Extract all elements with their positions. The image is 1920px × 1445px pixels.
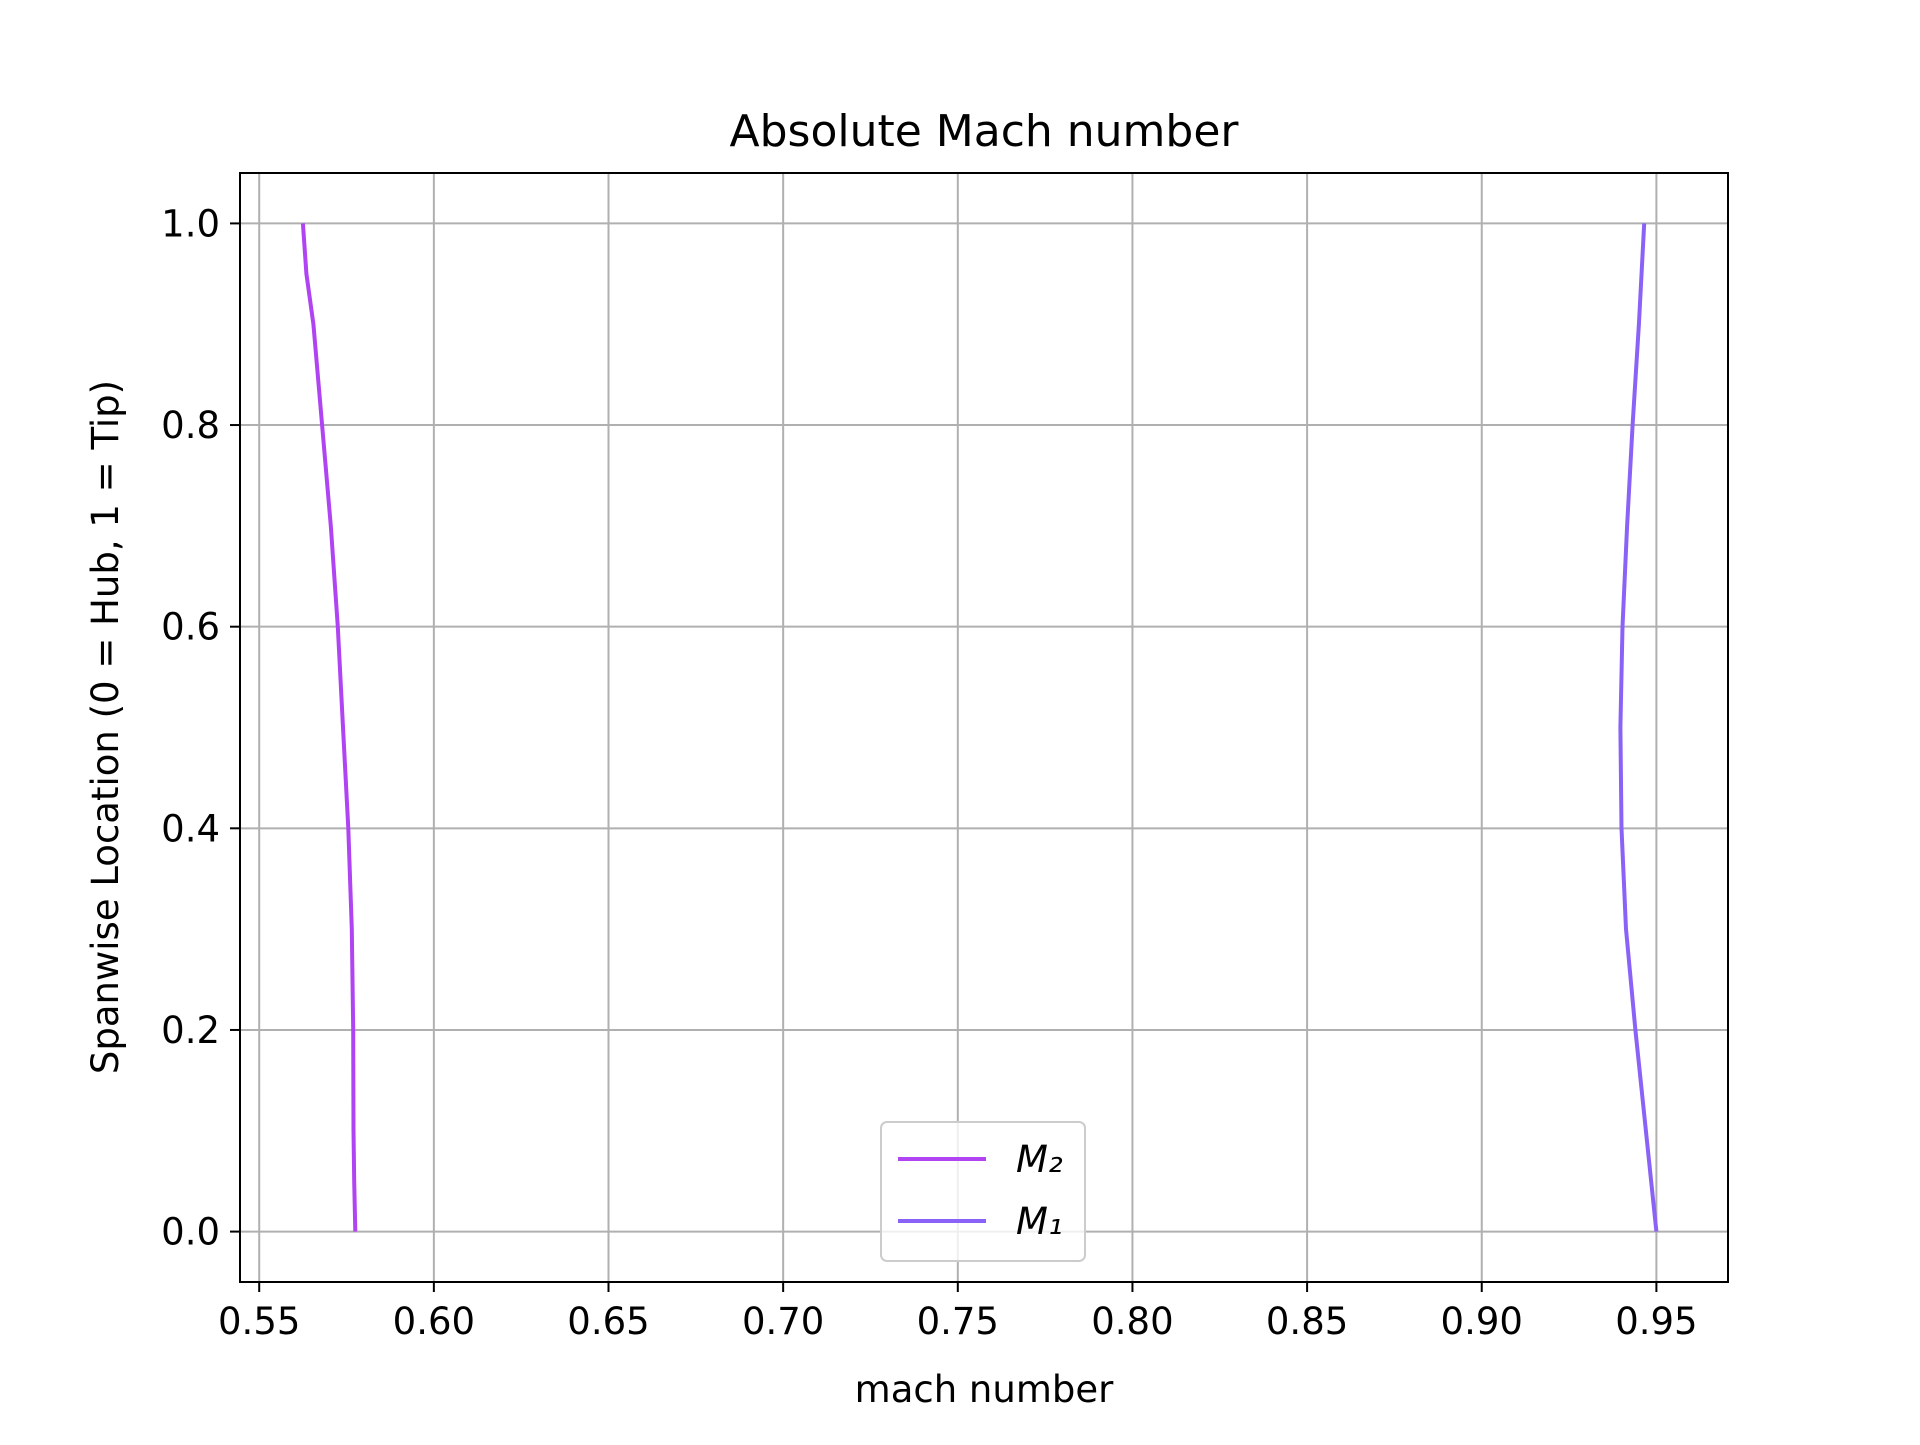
x-tick-label: 0.65 xyxy=(567,1300,649,1343)
series-line-m2 xyxy=(300,223,358,1232)
y-tick-label: 0.4 xyxy=(161,807,220,850)
y-tick-label: 0.2 xyxy=(161,1009,220,1052)
legend-label-m2: M₂ xyxy=(1016,1138,1063,1181)
plot-frame xyxy=(239,172,1729,1283)
x-tick-label: 0.55 xyxy=(218,1300,300,1343)
x-tick-label: 0.75 xyxy=(917,1300,999,1343)
chart-title: Absolute Mach number xyxy=(729,106,1239,157)
x-tick-label: 0.95 xyxy=(1615,1300,1697,1343)
y-tick-label: 0.6 xyxy=(161,606,220,649)
y-tick-label: 0.0 xyxy=(161,1211,220,1254)
series-layer xyxy=(300,223,1659,1232)
series-line-m1 xyxy=(1618,223,1659,1232)
ticks: 0.55 0.60 0.65 0.70 0.75 0.80 0.85 0.90 0.95 0.0 0… xyxy=(161,202,1697,1343)
x-tick-label: 0.80 xyxy=(1091,1300,1173,1343)
x-tick-label: 0.85 xyxy=(1266,1300,1348,1343)
legend: M₂ M₁ xyxy=(880,1121,1086,1262)
y-tick-label: 0.8 xyxy=(161,404,220,447)
legend-label-m1: M₁ xyxy=(1016,1200,1063,1243)
x-axis-label: mach number xyxy=(855,1368,1114,1411)
y-tick-label: 1.0 xyxy=(161,202,220,245)
x-tick-label: 0.70 xyxy=(742,1300,824,1343)
x-tick-label: 0.60 xyxy=(393,1300,475,1343)
grid xyxy=(240,173,1728,1282)
y-axis-label: Spanwise Location (0 = Hub, 1 = Tip) xyxy=(84,380,127,1074)
legend-box xyxy=(880,1121,1086,1262)
x-tick-label: 0.90 xyxy=(1441,1300,1523,1343)
